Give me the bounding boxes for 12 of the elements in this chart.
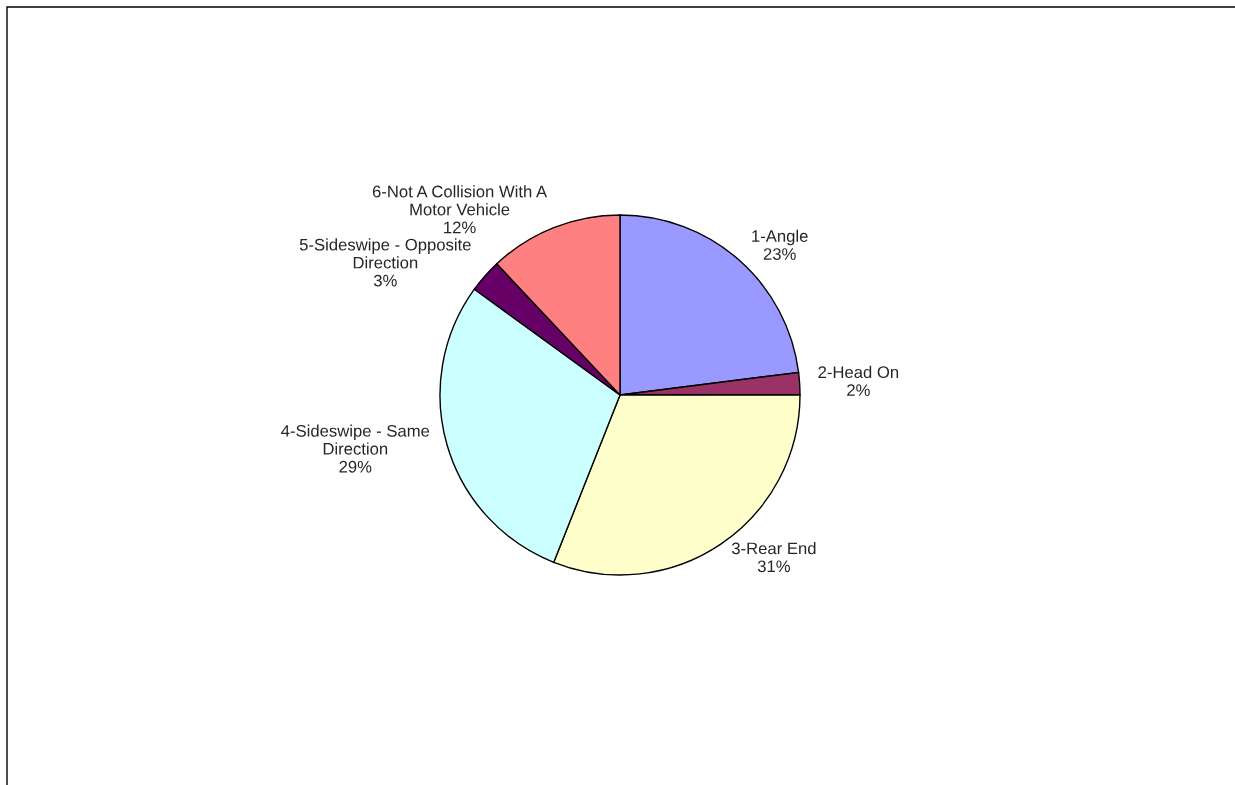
data-label: 2%: [847, 384, 870, 396]
slice-label: 2-Head On: [818, 365, 899, 379]
slice-label: 1-Angle: [752, 229, 808, 246]
slice-label: 6-Not A Collision With A Motor Vehicle: [372, 185, 548, 216]
data-label: 31%: [757, 560, 790, 573]
slice-label: 4-Sideswipe - Same Direction: [281, 424, 430, 455]
data-label: 12%: [444, 221, 476, 234]
slice-label: 5-Sideswipe - Opposite Direction: [299, 238, 471, 269]
slice-label: 3-Rear End: [731, 542, 816, 555]
data-label: 23%: [763, 248, 796, 260]
data-label: 29%: [339, 460, 372, 473]
data-label: 3%: [373, 274, 397, 287]
